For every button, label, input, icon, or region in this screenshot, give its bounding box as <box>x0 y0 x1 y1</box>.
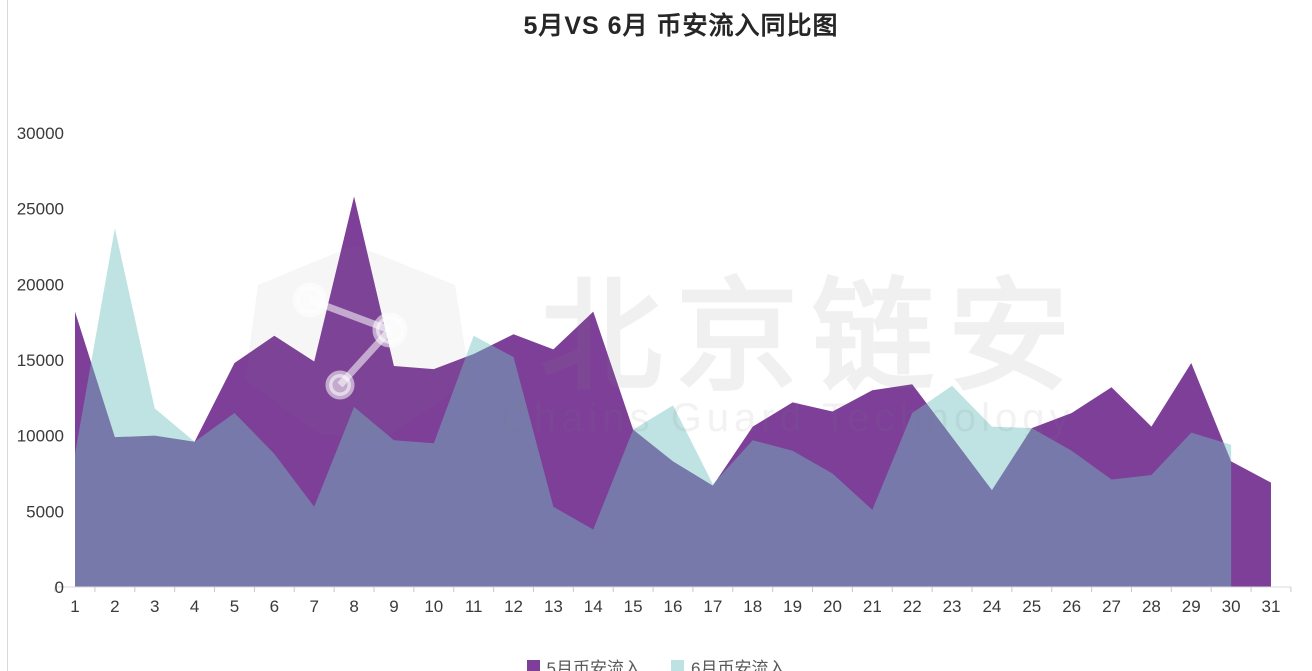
x-axis-tick-label: 22 <box>903 597 922 616</box>
y-axis-tick-label: 0 <box>55 578 64 597</box>
x-axis-tick-label: 5 <box>230 597 239 616</box>
chart-legend: 5月币安流入 6月币安流入 <box>0 654 1312 671</box>
x-axis-tick-label: 11 <box>465 597 483 616</box>
x-axis-tick-label: 7 <box>309 597 318 616</box>
x-axis-ticks <box>54 587 1292 592</box>
x-axis-tick-label: 10 <box>424 597 443 616</box>
x-axis-tick-label: 1 <box>70 597 79 616</box>
x-axis-tick-label: 31 <box>1262 597 1281 616</box>
y-axis-tick-label: 20000 <box>17 275 64 294</box>
x-axis-tick-label: 6 <box>270 597 279 616</box>
x-axis-tick-label: 13 <box>544 597 563 616</box>
x-axis-tick-label: 3 <box>150 597 159 616</box>
x-axis-tick-label: 17 <box>703 597 722 616</box>
x-axis-tick-label: 16 <box>664 597 683 616</box>
x-axis-tick-label: 19 <box>783 597 802 616</box>
x-axis-tick-label: 20 <box>823 597 842 616</box>
chart-border-left <box>7 0 8 671</box>
x-axis-tick-label: 2 <box>110 597 119 616</box>
x-axis-tick-label: 15 <box>624 597 643 616</box>
legend-label-june: 6月币安流入 <box>691 659 786 671</box>
x-axis-tick-label: 18 <box>743 597 762 616</box>
x-axis-tick-label: 27 <box>1102 597 1121 616</box>
y-axis-tick-label: 30000 <box>17 124 64 143</box>
june-series-swatch <box>671 660 684 671</box>
legend-item-june: 6月币安流入 <box>671 654 785 671</box>
x-axis-tick-label: 8 <box>349 597 358 616</box>
x-axis-tick-label: 25 <box>1022 597 1041 616</box>
x-axis-tick-label: 9 <box>389 597 398 616</box>
y-axis-tick-label: 5000 <box>26 502 64 521</box>
chart-title: 5月VS 6月 币安流入同比图 <box>523 12 839 40</box>
x-axis-tick-label: 14 <box>584 597 603 616</box>
may-series-swatch <box>526 660 540 671</box>
x-axis-tick-label: 26 <box>1062 597 1081 616</box>
x-axis-labels: 1 2 3 4 5 6 7 8 9 10 11 12 13 14 15 16 17 18 19 20 21 22 23 24 2… <box>70 597 1280 616</box>
x-axis-tick-label: 30 <box>1222 597 1241 616</box>
x-axis-tick-label: 4 <box>190 597 199 616</box>
x-axis-tick-label: 12 <box>504 597 523 616</box>
y-axis-tick-label: 25000 <box>17 200 64 219</box>
y-axis-tick-label: 15000 <box>17 351 64 370</box>
series-group <box>75 196 1271 587</box>
legend-label-may: 5月币安流入 <box>546 659 641 671</box>
may-area-series <box>75 196 1271 587</box>
y-axis-tick-label: 10000 <box>17 427 64 446</box>
x-axis-tick-label: 21 <box>863 597 882 616</box>
legend-item-may: 5月币安流入 <box>526 654 641 671</box>
june-area-series <box>75 228 1232 587</box>
x-axis-tick-label: 23 <box>943 597 962 616</box>
x-axis-tick-label: 24 <box>982 597 1001 616</box>
y-axis-labels: 0 5000 10000 15000 20000 25000 30000 <box>17 124 64 597</box>
x-axis-tick-label: 28 <box>1142 597 1161 616</box>
x-axis-tick-label: 29 <box>1182 597 1201 616</box>
